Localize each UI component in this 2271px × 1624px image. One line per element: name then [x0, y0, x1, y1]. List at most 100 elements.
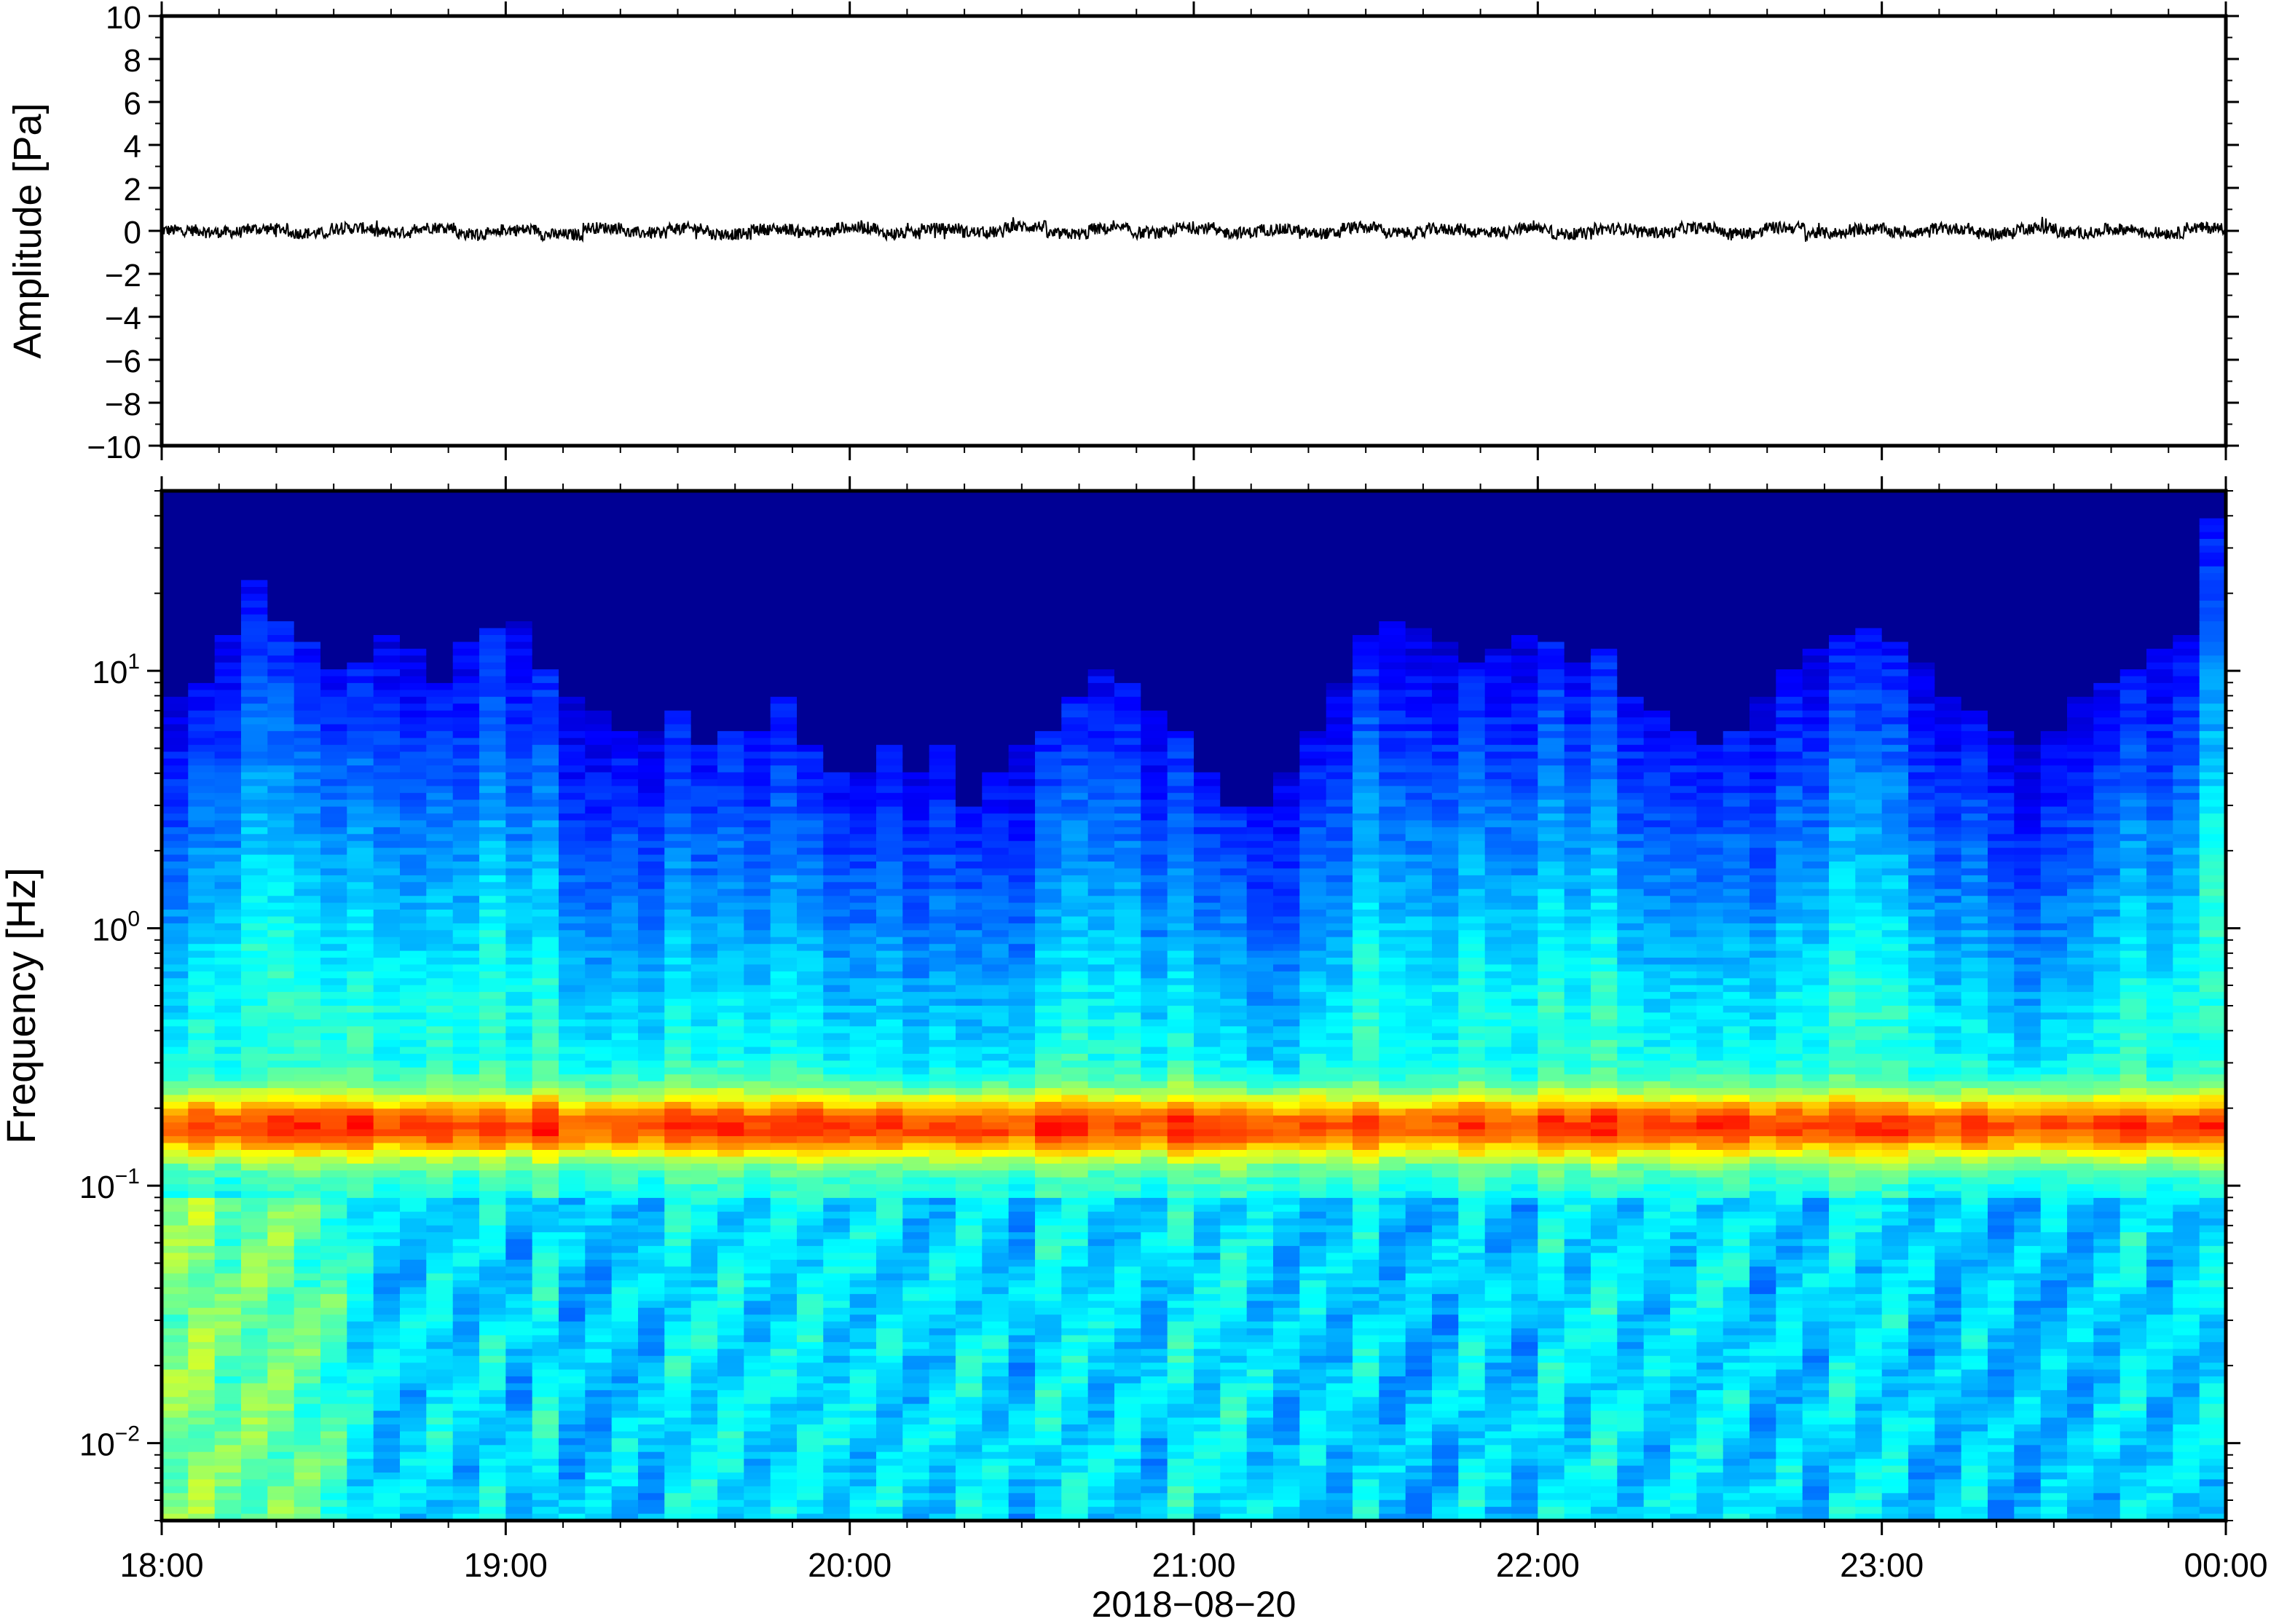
- spectrogram-cell: [638, 971, 666, 979]
- spectrogram-cell: [690, 1060, 718, 1068]
- spectrogram-cell: [241, 978, 269, 986]
- spectrogram-cell: [770, 552, 798, 560]
- spectrogram-cell: [664, 545, 692, 553]
- spectrogram-cell: [400, 875, 428, 883]
- spectrogram-cell: [929, 1465, 956, 1473]
- spectrogram-cell: [400, 1499, 428, 1507]
- spectrogram-cell: [241, 888, 269, 896]
- spectrogram-cell: [188, 910, 216, 918]
- spectrogram-cell: [876, 703, 904, 712]
- spectrogram-cell: [585, 738, 613, 746]
- spectrogram-cell: [214, 710, 242, 718]
- spectrogram-cell: [188, 1328, 216, 1336]
- spectrogram-cell: [797, 1328, 824, 1336]
- spectrogram-cell: [320, 896, 348, 904]
- spectrogram-cell: [214, 682, 242, 691]
- spectrogram-cell: [956, 1266, 983, 1274]
- spectrogram-cell: [559, 1150, 586, 1158]
- spectrogram-cell: [664, 648, 692, 656]
- spectrogram-cell: [320, 1451, 348, 1459]
- spectrogram-cell: [638, 1417, 666, 1425]
- spectrogram-cell: [267, 1397, 295, 1405]
- spectrogram-cell: [638, 1259, 666, 1267]
- spectrogram-cell: [452, 1493, 480, 1501]
- spectrogram-cell: [373, 539, 401, 547]
- spectrogram-cell: [373, 1143, 401, 1151]
- spectrogram-cell: [638, 1411, 666, 1419]
- spectrogram-cell: [373, 1321, 401, 1329]
- spectrogram-cell: [823, 1163, 851, 1171]
- spectrogram-cell: [717, 820, 745, 828]
- spectrogram-cell: [664, 566, 692, 574]
- spectrogram-cell: [347, 1411, 374, 1419]
- spectrogram-cell: [320, 559, 348, 567]
- spectrogram-cell: [744, 724, 771, 732]
- spectrogram-cell: [347, 607, 374, 615]
- spectrogram-cell: [770, 1046, 798, 1055]
- spectrogram-cell: [797, 1355, 824, 1363]
- spectrogram-cell: [479, 888, 507, 896]
- spectrogram-cell: [849, 1335, 877, 1343]
- spectrogram-cell: [1008, 730, 1036, 739]
- spectrogram-cell: [162, 1115, 189, 1123]
- spectrogram-cell: [320, 854, 348, 862]
- spectrogram-cell: [320, 800, 348, 808]
- spectrogram-cell: [770, 1376, 798, 1384]
- spectrogram-cell: [241, 1473, 269, 1481]
- spectrogram-cell: [849, 662, 877, 670]
- spectrogram-cell: [373, 958, 401, 966]
- spectrogram-cell: [690, 1211, 718, 1219]
- spectrogram-cell: [770, 1473, 798, 1481]
- spectrogram-cell: [452, 875, 480, 883]
- spectrogram-cell: [823, 1383, 851, 1391]
- spectrogram-cell: [347, 1335, 374, 1343]
- spectrogram-cell: [717, 1403, 745, 1411]
- spectrogram-cell: [664, 1067, 692, 1075]
- spectrogram-cell: [982, 896, 1009, 904]
- spectrogram-cell: [347, 765, 374, 773]
- spectrogram-cell: [320, 1006, 348, 1014]
- spectrogram-cell: [638, 1383, 666, 1391]
- spectrogram-cell: [585, 1321, 613, 1329]
- spectrogram-cell: [347, 1095, 374, 1103]
- spectrogram-cell: [585, 1431, 613, 1439]
- spectrogram-cell: [849, 690, 877, 698]
- spectrogram-cell: [320, 710, 348, 718]
- spectrogram-cell: [982, 1129, 1009, 1137]
- spectrogram-cell: [373, 1218, 401, 1226]
- spectrogram-cell: [690, 1019, 718, 1028]
- spectrogram-cell: [214, 1115, 242, 1123]
- spectrogram-cell: [267, 1355, 295, 1363]
- spectrogram-cell: [452, 559, 480, 567]
- spectrogram-cell: [559, 902, 586, 910]
- spectrogram-cell: [373, 1376, 401, 1384]
- spectrogram-cell: [744, 786, 771, 794]
- spectrogram-cell: [664, 1431, 692, 1439]
- spectrogram-cell: [452, 813, 480, 821]
- spectrogram-cell: [717, 1259, 745, 1267]
- spectrogram-cell: [400, 1218, 428, 1226]
- spectrogram-cell: [320, 1266, 348, 1274]
- spectrogram-cell: [479, 1170, 507, 1178]
- spectrogram-cell: [479, 1459, 507, 1467]
- spectrogram-cell: [982, 1328, 1009, 1336]
- spectrogram-cell: [638, 1122, 666, 1130]
- spectrogram-cell: [320, 717, 348, 725]
- spectrogram-cell: [532, 930, 559, 938]
- spectrogram-cell: [638, 730, 666, 739]
- spectrogram-cell: [717, 703, 745, 712]
- spectrogram-cell: [823, 621, 851, 629]
- spectrogram-cell: [479, 1046, 507, 1055]
- spectrogram-cell: [982, 1245, 1009, 1254]
- spectrogram-cell: [373, 566, 401, 574]
- spectrogram-cell: [611, 1197, 639, 1206]
- spectrogram-cell: [929, 545, 956, 553]
- spectrogram-cell: [214, 642, 242, 650]
- spectrogram-cell: [532, 1459, 559, 1467]
- spectrogram-cell: [929, 525, 956, 533]
- spectrogram-cell: [241, 1280, 269, 1288]
- spectrogram-cell: [188, 923, 216, 931]
- spectrogram-cell: [452, 820, 480, 828]
- spectrogram-cell: [559, 1191, 586, 1199]
- spectrogram-cell: [426, 594, 454, 602]
